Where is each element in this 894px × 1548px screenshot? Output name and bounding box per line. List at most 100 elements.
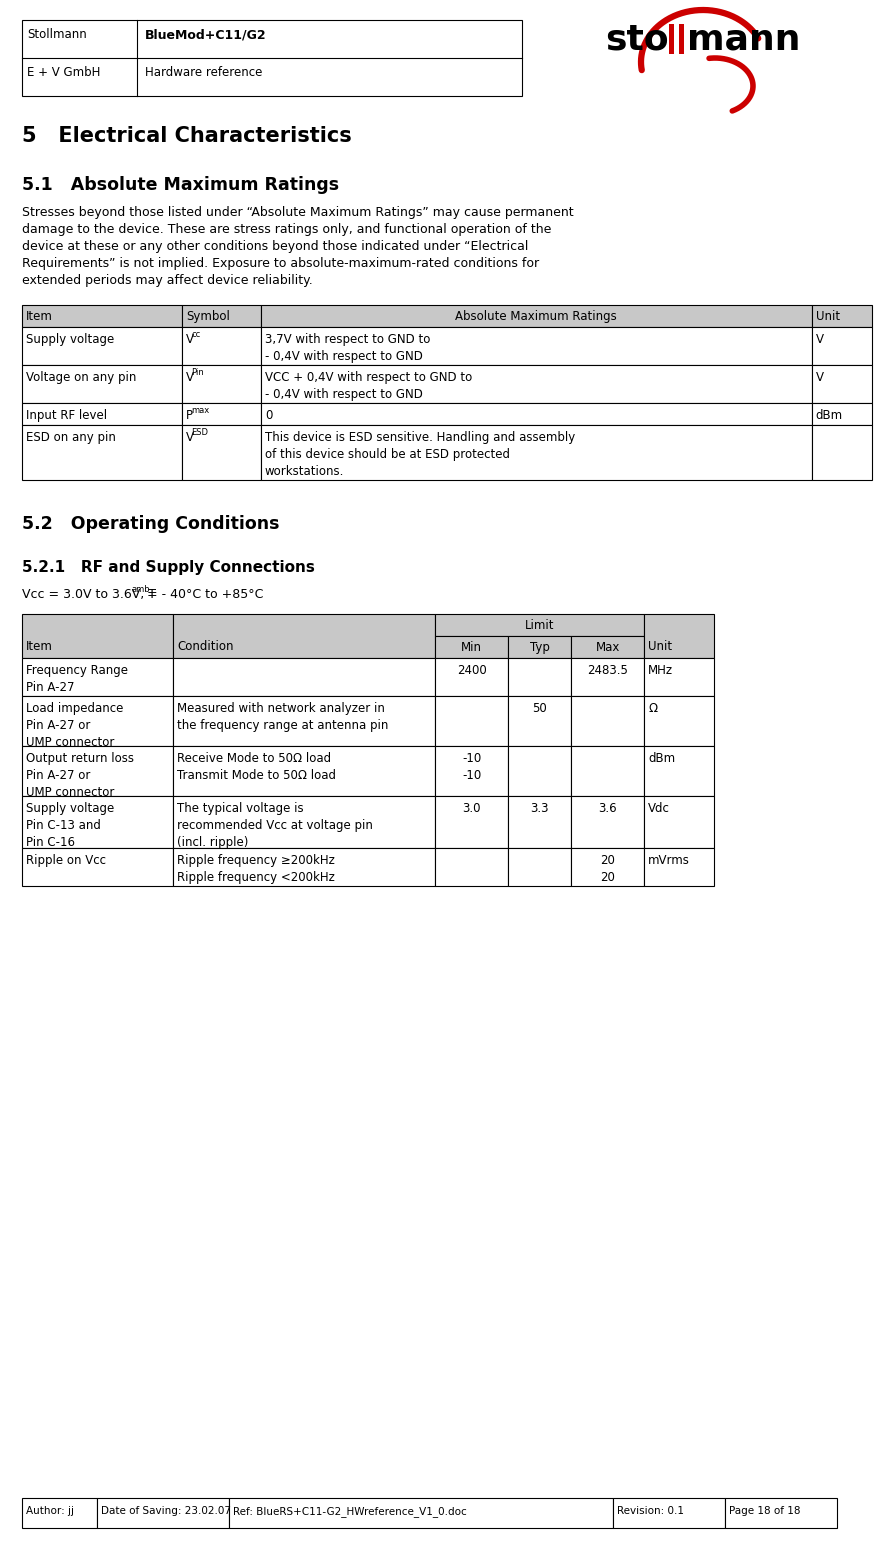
Text: Date of Saving: 23.02.07: Date of Saving: 23.02.07: [101, 1506, 231, 1515]
Bar: [181, 305, 261, 327]
Text: dBm: dBm: [648, 752, 675, 765]
Text: Requirements” is not implied. Exposure to absolute-maximum-rated conditions for: Requirements” is not implied. Exposure t…: [22, 257, 539, 269]
Text: Ripple frequency <200kHz: Ripple frequency <200kHz: [177, 872, 335, 884]
Text: Measured with network analyzer in: Measured with network analyzer in: [177, 701, 385, 715]
Text: V: V: [815, 372, 823, 384]
Text: P: P: [186, 409, 193, 423]
Bar: [22, 746, 173, 796]
Text: Transmit Mode to 50Ω load: Transmit Mode to 50Ω load: [177, 769, 336, 782]
Bar: [571, 636, 645, 658]
Bar: [725, 1498, 837, 1528]
Text: Vcc = 3.0V to 3.6V, T: Vcc = 3.0V to 3.6V, T: [22, 588, 156, 601]
Bar: [435, 848, 508, 885]
Text: BlueMod+C11/G2: BlueMod+C11/G2: [145, 28, 266, 40]
Text: V: V: [186, 372, 194, 384]
Bar: [571, 848, 645, 885]
Bar: [173, 746, 435, 796]
Text: ESD on any pin: ESD on any pin: [26, 430, 116, 444]
Text: Load impedance: Load impedance: [26, 701, 123, 715]
Text: Vdc: Vdc: [648, 802, 670, 814]
Bar: [679, 25, 684, 54]
Text: Page 18 of 18: Page 18 of 18: [729, 1506, 800, 1515]
Text: Pin C-13 and: Pin C-13 and: [26, 819, 101, 831]
Bar: [181, 327, 261, 365]
Bar: [22, 615, 173, 658]
Text: workstations.: workstations.: [265, 464, 344, 478]
Bar: [812, 402, 872, 426]
Text: Pin C-16: Pin C-16: [26, 836, 75, 848]
Text: Ripple frequency ≥200kHz: Ripple frequency ≥200kHz: [177, 854, 335, 867]
Text: E + V GmbH: E + V GmbH: [27, 67, 100, 79]
Bar: [22, 697, 173, 746]
Bar: [812, 365, 872, 402]
Bar: [508, 746, 571, 796]
Bar: [435, 615, 645, 636]
Text: 20: 20: [600, 854, 615, 867]
Text: extended periods may affect device reliability.: extended periods may affect device relia…: [22, 274, 313, 286]
Bar: [645, 796, 714, 848]
Bar: [645, 848, 714, 885]
Bar: [435, 697, 508, 746]
Bar: [508, 658, 571, 697]
Text: Input RF level: Input RF level: [26, 409, 107, 423]
Bar: [571, 658, 645, 697]
Text: device at these or any other conditions beyond those indicated under “Electrical: device at these or any other conditions …: [22, 240, 528, 252]
Bar: [508, 636, 571, 658]
Text: - 0,4V with respect to GND: - 0,4V with respect to GND: [265, 389, 423, 401]
Bar: [261, 426, 812, 480]
Bar: [261, 365, 812, 402]
Text: V: V: [186, 333, 194, 347]
Bar: [435, 746, 508, 796]
Text: Ref: BlueRS+C11-G2_HWreference_V1_0.doc: Ref: BlueRS+C11-G2_HWreference_V1_0.doc: [232, 1506, 467, 1517]
Bar: [571, 746, 645, 796]
Text: damage to the device. These are stress ratings only, and functional operation of: damage to the device. These are stress r…: [22, 223, 552, 235]
Bar: [181, 402, 261, 426]
Text: Revision: 0.1: Revision: 0.1: [617, 1506, 684, 1515]
Bar: [97, 1498, 229, 1528]
Bar: [261, 305, 812, 327]
Text: 3.0: 3.0: [462, 802, 481, 814]
Text: Typ: Typ: [530, 641, 550, 653]
Bar: [173, 796, 435, 848]
Text: recommended Vcc at voltage pin: recommended Vcc at voltage pin: [177, 819, 373, 831]
Bar: [22, 426, 181, 480]
Text: Supply voltage: Supply voltage: [26, 333, 114, 347]
Text: 5.2.1   RF and Supply Connections: 5.2.1 RF and Supply Connections: [22, 560, 315, 574]
Text: Item: Item: [26, 310, 53, 324]
Text: ESD: ESD: [191, 427, 208, 437]
Text: Pin A-27 or: Pin A-27 or: [26, 718, 90, 732]
Text: Hardware reference: Hardware reference: [145, 67, 262, 79]
Text: Ripple on Vcc: Ripple on Vcc: [26, 854, 106, 867]
Text: Ω: Ω: [648, 701, 657, 715]
Text: MHz: MHz: [648, 664, 673, 676]
Text: Unit: Unit: [648, 639, 672, 653]
Text: V: V: [186, 430, 194, 444]
Bar: [508, 697, 571, 746]
Text: Stollmann: Stollmann: [27, 28, 87, 40]
Bar: [229, 1498, 612, 1528]
Text: 3.3: 3.3: [530, 802, 549, 814]
Bar: [669, 25, 674, 54]
Bar: [22, 365, 181, 402]
Text: 5.1   Absolute Maximum Ratings: 5.1 Absolute Maximum Ratings: [22, 176, 339, 194]
Text: 5.2   Operating Conditions: 5.2 Operating Conditions: [22, 515, 280, 533]
Bar: [22, 327, 181, 365]
Text: Pin A-27: Pin A-27: [26, 681, 74, 694]
Bar: [261, 402, 812, 426]
Bar: [612, 1498, 725, 1528]
Bar: [173, 697, 435, 746]
Text: 5   Electrical Characteristics: 5 Electrical Characteristics: [22, 125, 351, 146]
Bar: [812, 426, 872, 480]
Text: of this device should be at ESD protected: of this device should be at ESD protecte…: [265, 447, 510, 461]
Text: Unit: Unit: [815, 310, 839, 324]
Text: Output return loss: Output return loss: [26, 752, 134, 765]
Bar: [22, 402, 181, 426]
Bar: [435, 796, 508, 848]
Bar: [645, 658, 714, 697]
Bar: [173, 658, 435, 697]
Text: Min: Min: [461, 641, 482, 653]
Bar: [435, 636, 508, 658]
Bar: [571, 697, 645, 746]
Text: V: V: [815, 333, 823, 347]
Bar: [508, 796, 571, 848]
